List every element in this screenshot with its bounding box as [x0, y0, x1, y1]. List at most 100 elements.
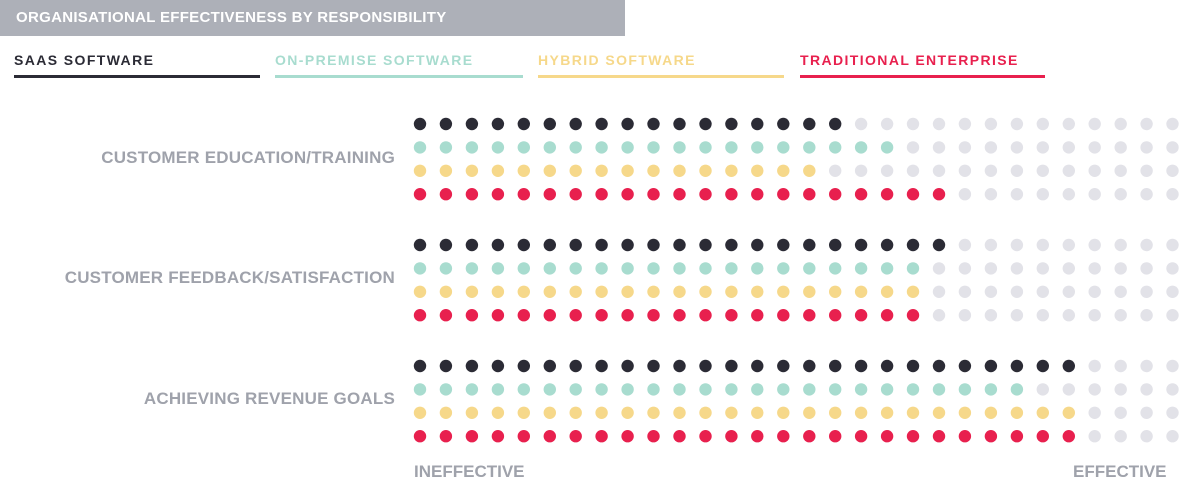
- dot-hybrid: [621, 285, 634, 298]
- dot-empty: [1166, 285, 1179, 298]
- legend-item-hybrid: HYBRID SOFTWARE: [538, 52, 784, 78]
- dot-hybrid: [777, 285, 790, 298]
- dot-empty: [932, 309, 946, 322]
- dot-empty: [1062, 262, 1076, 275]
- dot-on-premise: [880, 383, 894, 396]
- dot-on-premise: [413, 262, 427, 275]
- dot-traditional: [621, 309, 634, 322]
- legend-item-traditional: TRADITIONAL ENTERPRISE: [800, 52, 1045, 78]
- dot-empty: [906, 141, 920, 154]
- dot-saas: [751, 238, 764, 252]
- dot-empty: [906, 117, 920, 131]
- dot-hybrid: [699, 164, 712, 177]
- dot-hybrid: [725, 285, 738, 298]
- dot-saas: [491, 359, 505, 373]
- dot-hybrid: [1036, 406, 1050, 419]
- dot-empty: [1166, 430, 1179, 443]
- dot-hybrid: [880, 406, 894, 419]
- dot-traditional: [439, 309, 453, 322]
- dot-empty: [984, 238, 998, 252]
- dot-traditional: [932, 188, 946, 201]
- dot-saas: [491, 238, 505, 252]
- dot-empty: [958, 285, 972, 298]
- dot-empty: [1166, 188, 1179, 201]
- dot-empty: [1036, 383, 1050, 396]
- dot-traditional: [595, 188, 608, 201]
- dot-on-premise: [543, 141, 556, 154]
- dot-saas: [725, 117, 738, 131]
- dot-traditional: [673, 430, 686, 443]
- dot-empty: [1062, 383, 1076, 396]
- dot-hybrid: [803, 406, 816, 419]
- dot-on-premise: [517, 141, 530, 154]
- dot-on-premise: [517, 383, 530, 396]
- dot-saas: [829, 117, 842, 131]
- dot-empty: [854, 164, 868, 177]
- dot-traditional: [569, 430, 582, 443]
- dot-empty: [1114, 238, 1127, 252]
- dot-saas: [543, 238, 556, 252]
- dot-on-premise: [880, 141, 894, 154]
- dot-on-premise: [1010, 383, 1024, 396]
- dot-empty: [1114, 359, 1127, 373]
- dot-empty: [958, 117, 972, 131]
- dot-traditional: [1010, 430, 1024, 443]
- dot-hybrid: [413, 285, 427, 298]
- dot-on-premise: [699, 141, 712, 154]
- dot-traditional: [647, 188, 660, 201]
- dot-traditional: [829, 188, 842, 201]
- dot-hybrid: [673, 164, 686, 177]
- dot-hybrid: [465, 164, 479, 177]
- dot-hybrid: [854, 285, 868, 298]
- axis-label-effective: EFFECTIVE: [1073, 462, 1167, 481]
- dot-traditional: [751, 188, 764, 201]
- dot-empty: [958, 141, 972, 154]
- dot-empty: [854, 117, 868, 131]
- dot-empty: [1036, 117, 1050, 131]
- dot-on-premise: [803, 141, 816, 154]
- dot-empty: [1088, 430, 1101, 443]
- dot-on-premise: [439, 141, 453, 154]
- dot-empty: [958, 238, 972, 252]
- dot-empty: [984, 285, 998, 298]
- dot-saas: [569, 359, 582, 373]
- dot-on-premise: [725, 141, 738, 154]
- category-label-revenue: ACHIEVING REVENUE GOALS: [143, 389, 395, 408]
- dot-saas: [465, 117, 479, 131]
- dot-traditional: [725, 430, 738, 443]
- dot-on-premise: [777, 383, 790, 396]
- dot-saas: [647, 117, 660, 131]
- dot-traditional: [465, 309, 479, 322]
- dot-empty: [1062, 141, 1076, 154]
- dot-on-premise: [647, 141, 660, 154]
- dot-saas: [854, 238, 868, 252]
- dot-saas: [673, 359, 686, 373]
- dot-empty: [1036, 141, 1050, 154]
- dot-hybrid: [1062, 406, 1076, 419]
- dot-hybrid: [465, 285, 479, 298]
- dot-traditional: [491, 309, 505, 322]
- dot-saas: [751, 359, 764, 373]
- dot-saas: [699, 117, 712, 131]
- dot-on-premise: [958, 383, 972, 396]
- dot-empty: [1114, 141, 1127, 154]
- dot-empty: [1140, 359, 1153, 373]
- dot-saas: [1036, 359, 1050, 373]
- dot-hybrid: [699, 285, 712, 298]
- dot-traditional: [829, 430, 842, 443]
- dot-traditional: [699, 309, 712, 322]
- dot-on-premise: [777, 262, 790, 275]
- dot-on-premise: [725, 383, 738, 396]
- dot-hybrid: [621, 406, 634, 419]
- dot-hybrid: [699, 406, 712, 419]
- dot-saas: [673, 238, 686, 252]
- dot-empty: [1140, 383, 1153, 396]
- dot-hybrid: [751, 285, 764, 298]
- dot-empty: [1036, 238, 1050, 252]
- dot-empty: [1114, 285, 1127, 298]
- dot-traditional: [673, 188, 686, 201]
- dot-saas: [1062, 359, 1076, 373]
- dot-on-premise: [595, 141, 608, 154]
- dot-hybrid: [906, 406, 920, 419]
